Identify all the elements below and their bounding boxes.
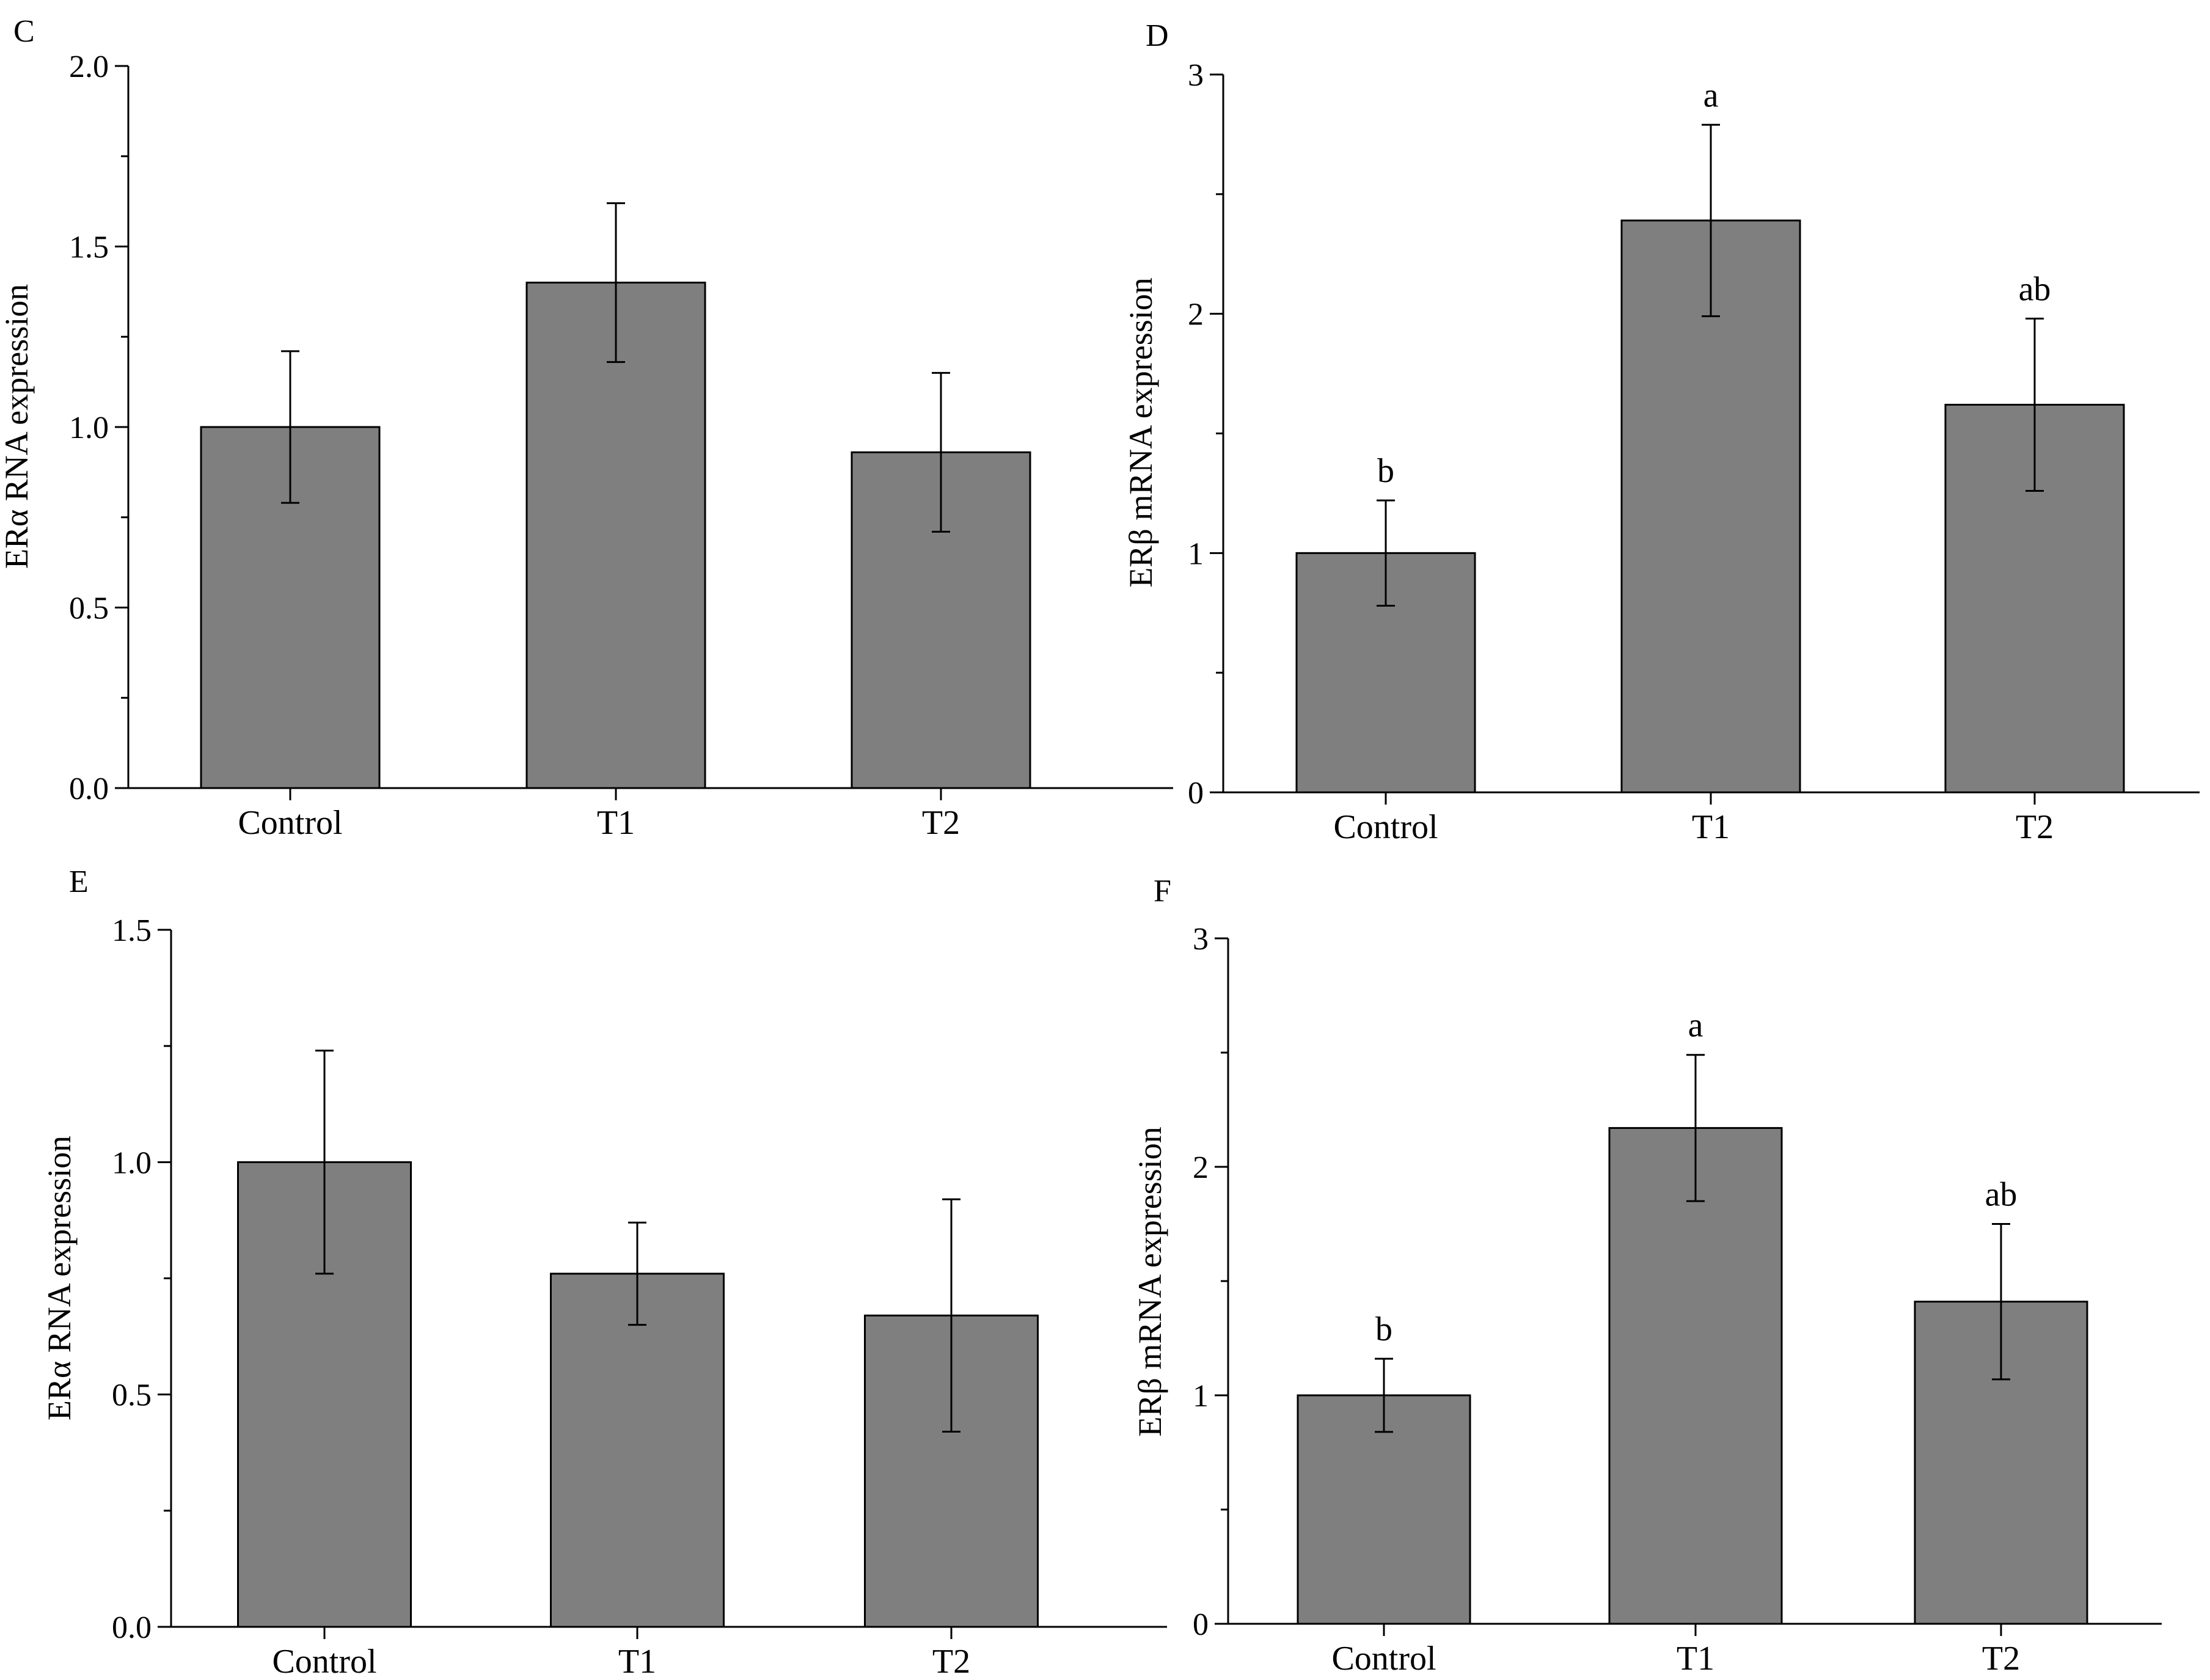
x-tick-label: T2 xyxy=(1982,1640,2020,1678)
x-tick-label: Control xyxy=(1333,808,1438,846)
y-tick-label: 0.5 xyxy=(112,1378,152,1413)
x-tick-label: T1 xyxy=(618,1643,656,1680)
y-axis-label: ERβ mRNA expression xyxy=(1122,277,1159,587)
significance-label: ab xyxy=(1985,1176,2018,1214)
y-tick-label: 3 xyxy=(1193,922,1209,957)
y-tick-label: 1.0 xyxy=(69,411,109,445)
significance-label: b xyxy=(1375,1310,1392,1348)
y-tick-label: 2 xyxy=(1188,298,1204,332)
y-tick-label: 0.5 xyxy=(69,591,109,626)
y-tick-label: 1.5 xyxy=(69,230,109,265)
bar-t1 xyxy=(1608,1127,1783,1625)
x-tick-label: Control xyxy=(1331,1640,1436,1678)
y-tick-label: 1 xyxy=(1188,536,1204,571)
significance-label: b xyxy=(1377,452,1394,490)
bar-control xyxy=(1297,1394,1471,1625)
y-tick-label: 0.0 xyxy=(69,772,109,806)
x-tick-label: Control xyxy=(238,804,342,842)
significance-label: ab xyxy=(2019,271,2051,309)
panel-label: E xyxy=(69,864,89,899)
significance-label: a xyxy=(1688,1007,1703,1045)
panel-f: Fb Control a T1 ab T2 0 1 2 3 ERβ mRNA expression xyxy=(1132,874,2162,1678)
panel-e: E Control T1 T2 0.0 0.5 1.0 1.5 ERα RNA expressi… xyxy=(41,864,1167,1680)
x-tick-label: T1 xyxy=(1692,808,1730,846)
y-axis-label: ERα RNA expression xyxy=(0,284,35,569)
x-tick-label: T1 xyxy=(597,804,635,842)
bar-t1 xyxy=(550,1273,725,1628)
y-tick-label: 0 xyxy=(1188,776,1204,811)
y-tick-label: 3 xyxy=(1188,58,1204,93)
x-tick-label: T1 xyxy=(1677,1640,1714,1678)
y-tick-label: 2 xyxy=(1193,1150,1209,1185)
y-tick-label: 0.0 xyxy=(112,1610,152,1645)
x-tick-label: T2 xyxy=(922,804,960,842)
x-tick-label: Control xyxy=(272,1643,376,1680)
y-axis-label: ERβ mRNA expression xyxy=(1132,1127,1168,1436)
y-tick-label: 2.0 xyxy=(69,49,109,84)
panel-label: F xyxy=(1154,874,1171,908)
x-tick-label: T2 xyxy=(2016,808,2054,846)
panel-label: D xyxy=(1146,18,1169,53)
y-axis-label: ERα RNA expression xyxy=(41,1136,78,1420)
y-tick-label: 0 xyxy=(1193,1607,1209,1642)
panel-label: C xyxy=(13,14,35,49)
x-tick-label: T2 xyxy=(932,1643,970,1680)
y-tick-label: 1.5 xyxy=(112,913,152,948)
y-tick-label: 1 xyxy=(1193,1379,1209,1414)
y-tick-label: 1.0 xyxy=(112,1145,152,1180)
significance-label: a xyxy=(1703,76,1719,114)
panel-c: C Control T1 T2 0.0 0.5 1.0 1.5 2.0 ERα RNA expre… xyxy=(0,14,1173,842)
panel-d: Db Control a T1 ab T2 0 1 2 3 ERβ mRNA expression xyxy=(1122,18,2200,846)
